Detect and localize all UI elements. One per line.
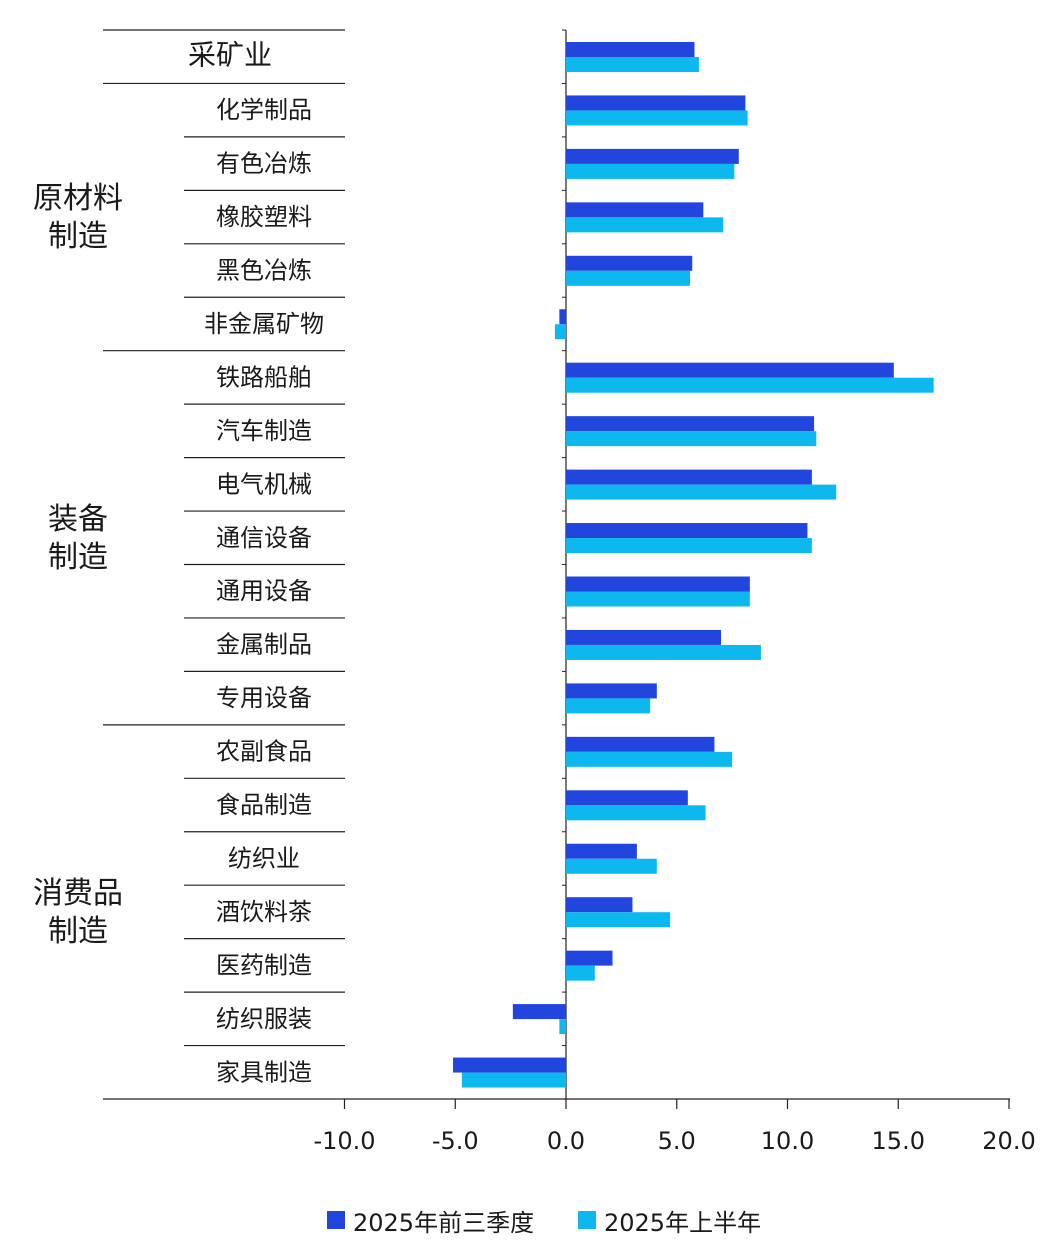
category-label: 医药制造 [216, 951, 312, 979]
group-label: 制造 [48, 219, 108, 254]
legend: 2025年前三季度 2025年上半年 [0, 1202, 1056, 1238]
category-label: 食品制造 [216, 791, 312, 819]
bar-series-2 [559, 1019, 566, 1035]
bar-series-2 [461, 1072, 566, 1088]
legend-item-series-1: 2025年前三季度 [327, 1202, 534, 1238]
category-label: 汽车制造 [216, 417, 312, 445]
category-label: 纺织服装 [216, 1005, 312, 1033]
category-label: 橡胶塑料 [216, 203, 312, 231]
bar-series-1 [566, 790, 688, 806]
category-label: 非金属矿物 [204, 310, 324, 338]
bar-series-2 [566, 858, 657, 874]
bar-series-1 [566, 42, 695, 57]
x-tick-label: 15.0 [872, 1127, 925, 1155]
group-label: 装备 [48, 502, 108, 537]
bar-series-1 [566, 255, 693, 271]
bar-series-2 [566, 57, 699, 72]
category-label: 酒饮料茶 [216, 898, 312, 926]
bar-series-1 [566, 843, 637, 859]
category-label: 铁路船舶 [216, 363, 312, 391]
bar-series-2 [566, 644, 761, 660]
bar-series-1 [512, 1004, 566, 1020]
legend-label-series-2: 2025年上半年 [604, 1208, 762, 1237]
bar-series-2 [566, 270, 691, 286]
bar-series-1 [566, 629, 722, 645]
bar-series-2 [566, 538, 812, 554]
legend-swatch-series-2 [578, 1211, 596, 1229]
bar-series-2 [566, 484, 837, 500]
bar-series-1 [559, 309, 566, 325]
bar-series-2 [566, 805, 706, 821]
bar-series-1 [566, 148, 739, 164]
x-tick-label: 20.0 [982, 1127, 1035, 1155]
group-label: 制造 [48, 540, 108, 575]
bar-series-1 [566, 576, 750, 592]
category-label: 电气机械 [216, 470, 312, 498]
bar-series-1 [453, 1057, 566, 1073]
x-tick-label: 10.0 [761, 1127, 814, 1155]
bar-series-1 [566, 416, 815, 432]
category-label: 黑色冶炼 [216, 257, 312, 285]
category-label: 通用设备 [216, 577, 312, 605]
bar-series-1 [566, 683, 657, 699]
bar-series-2 [566, 965, 595, 981]
x-tick-label: -10.0 [313, 1127, 375, 1155]
category-label: 通信设备 [216, 524, 312, 552]
bar-series-2 [566, 110, 748, 126]
category-label: 农副食品 [216, 738, 312, 766]
legend-label-series-1: 2025年前三季度 [353, 1208, 535, 1237]
legend-item-series-2: 2025年上半年 [578, 1202, 761, 1238]
category-label: 化学制品 [216, 96, 312, 124]
bar-series-1 [566, 736, 715, 752]
bar-series-2 [566, 751, 733, 767]
bar-series-2 [566, 912, 671, 928]
group-label: 制造 [48, 914, 108, 949]
bar-series-2 [566, 591, 750, 607]
group-label: 原材料 [33, 181, 123, 216]
bar-series-2 [566, 698, 651, 714]
bar-series-2 [566, 377, 934, 393]
bar-series-1 [566, 897, 633, 913]
bar-series-1 [566, 950, 613, 966]
bar-series-1 [566, 202, 704, 218]
category-label: 采矿业 [188, 39, 272, 72]
category-label: 专用设备 [216, 684, 312, 712]
bar-series-1 [566, 95, 746, 111]
bar-series-2 [566, 163, 735, 179]
legend-swatch-series-1 [327, 1211, 345, 1229]
category-label: 纺织业 [228, 844, 300, 872]
x-tick-label: 5.0 [658, 1127, 696, 1155]
x-tick-label: 0.0 [547, 1127, 585, 1155]
category-label: 金属制品 [216, 631, 312, 659]
bar-series-2 [566, 431, 817, 447]
bar-series-2 [566, 217, 724, 233]
bar-series-1 [566, 523, 808, 539]
x-tick-label: -5.0 [432, 1127, 479, 1155]
group-label: 消费品 [33, 876, 123, 911]
bar-series-2 [554, 324, 566, 340]
bar-series-1 [566, 362, 894, 378]
category-label: 有色冶炼 [216, 150, 312, 178]
bar-series-1 [566, 469, 812, 485]
category-label: 家具制造 [216, 1058, 312, 1086]
